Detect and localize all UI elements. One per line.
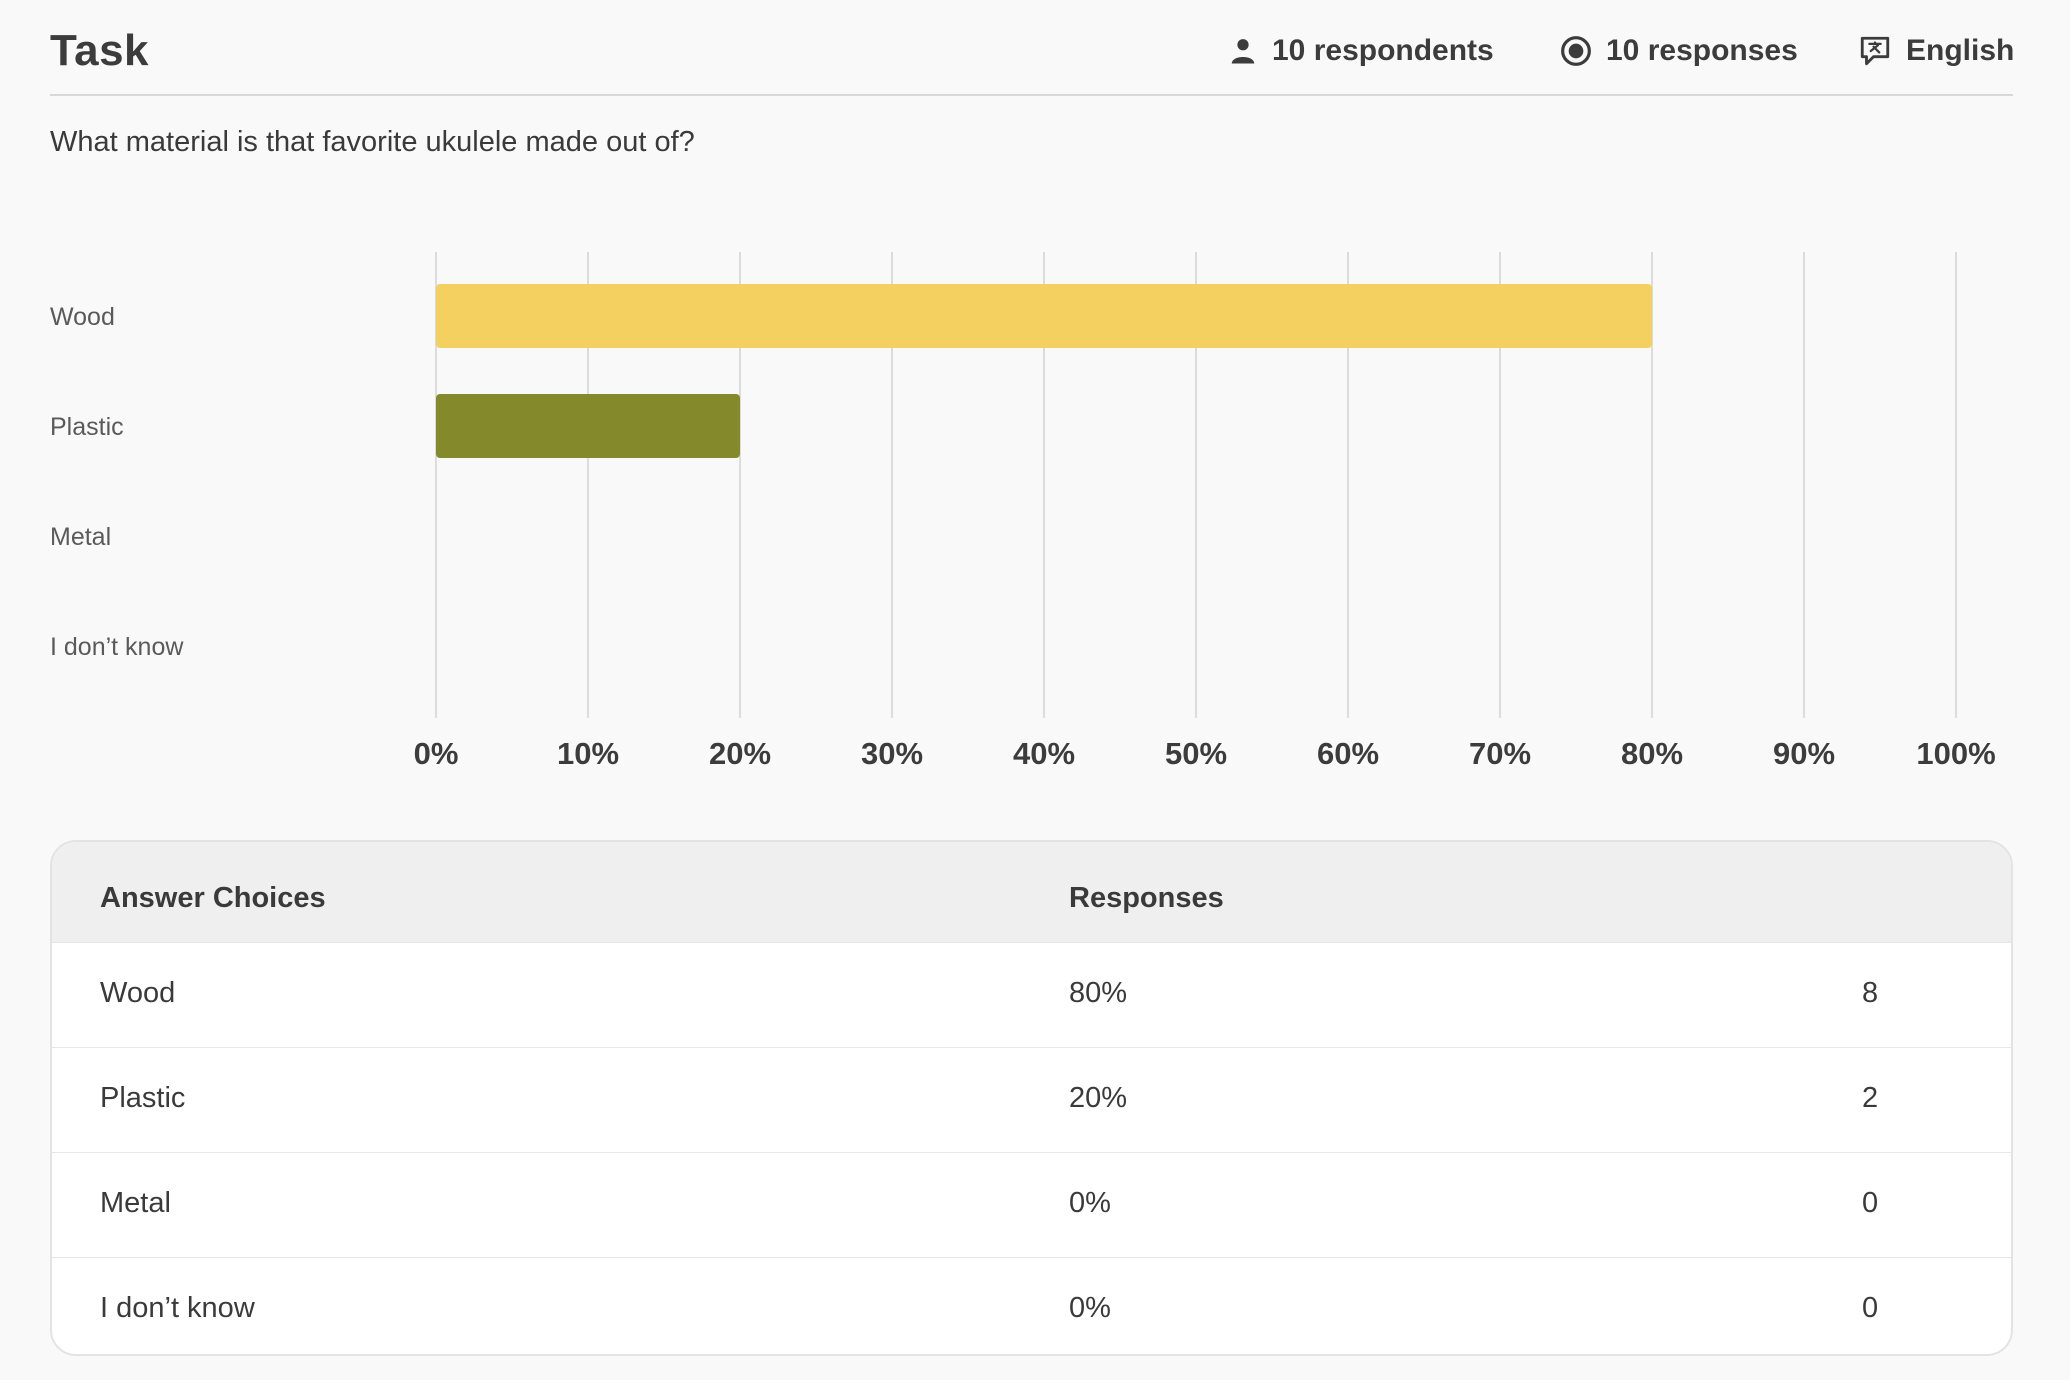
table-row: I don’t know 0% 0 bbox=[52, 1257, 2011, 1354]
x-tick-label: 0% bbox=[414, 736, 459, 771]
x-tick-label: 80% bbox=[1621, 736, 1683, 771]
category-label: Metal bbox=[50, 523, 111, 551]
language-label: English bbox=[1906, 34, 2015, 67]
x-tick-label: 100% bbox=[1916, 736, 1995, 771]
x-tick-label: 40% bbox=[1013, 736, 1075, 771]
respondents-label: 10 respondents bbox=[1272, 34, 1494, 67]
question-text: What material is that favorite ukulele m… bbox=[50, 126, 695, 158]
respondents-count: 10 respondents bbox=[1228, 34, 1494, 68]
translate-bubble-icon bbox=[1860, 36, 1890, 66]
bar-plastic bbox=[436, 394, 740, 458]
bar-wood bbox=[436, 284, 1652, 348]
row-percent: 0% bbox=[1069, 1292, 1111, 1324]
category-label: Plastic bbox=[50, 413, 124, 441]
row-count: 8 bbox=[1862, 977, 1879, 1009]
x-tick-label: 30% bbox=[861, 736, 923, 771]
bar-chart: 0% 10% 20% 30% 40% 50% 60% 70% 80% 90% 100% Wood Pla… bbox=[50, 252, 1996, 771]
table-row: Metal 0% 0 bbox=[52, 1152, 2011, 1257]
category-label: Wood bbox=[50, 303, 115, 331]
row-count: 0 bbox=[1862, 1187, 1879, 1219]
row-count: 0 bbox=[1862, 1292, 1879, 1324]
x-tick-label: 60% bbox=[1317, 736, 1379, 771]
page-header: Task 10 respondents 10 responses English bbox=[50, 0, 2014, 96]
table-row: Plastic 20% 2 bbox=[52, 1047, 2011, 1152]
responses-count: 10 responses bbox=[1560, 34, 1798, 68]
row-choice: Metal bbox=[100, 1187, 171, 1219]
row-choice: Plastic bbox=[100, 1082, 186, 1114]
row-percent: 20% bbox=[1069, 1082, 1128, 1114]
row-choice: I don’t know bbox=[100, 1292, 255, 1324]
category-label: I don’t know bbox=[50, 633, 184, 661]
person-icon bbox=[1231, 39, 1255, 64]
row-percent: 0% bbox=[1069, 1187, 1111, 1219]
row-count: 2 bbox=[1862, 1082, 1879, 1114]
x-tick-label: 50% bbox=[1165, 736, 1227, 771]
radio-target-icon bbox=[1561, 36, 1591, 66]
x-tick-label: 10% bbox=[557, 736, 619, 771]
table-row: Wood 80% 8 bbox=[52, 942, 2011, 1047]
results-table: Answer Choices Responses Wood 80% 8 Plas… bbox=[50, 840, 2013, 1356]
language-selector[interactable]: English bbox=[1858, 34, 2014, 68]
row-percent: 80% bbox=[1069, 977, 1128, 1009]
x-tick-label: 70% bbox=[1469, 736, 1531, 771]
responses-label: 10 responses bbox=[1606, 34, 1798, 67]
page-title: Task bbox=[50, 26, 150, 75]
x-tick-label: 90% bbox=[1773, 736, 1835, 771]
table-header: Answer Choices Responses bbox=[52, 842, 2011, 942]
row-choice: Wood bbox=[100, 977, 176, 1009]
header-answer-choices: Answer Choices bbox=[100, 882, 326, 914]
header-responses: Responses bbox=[1069, 882, 1224, 914]
x-tick-label: 20% bbox=[709, 736, 771, 771]
